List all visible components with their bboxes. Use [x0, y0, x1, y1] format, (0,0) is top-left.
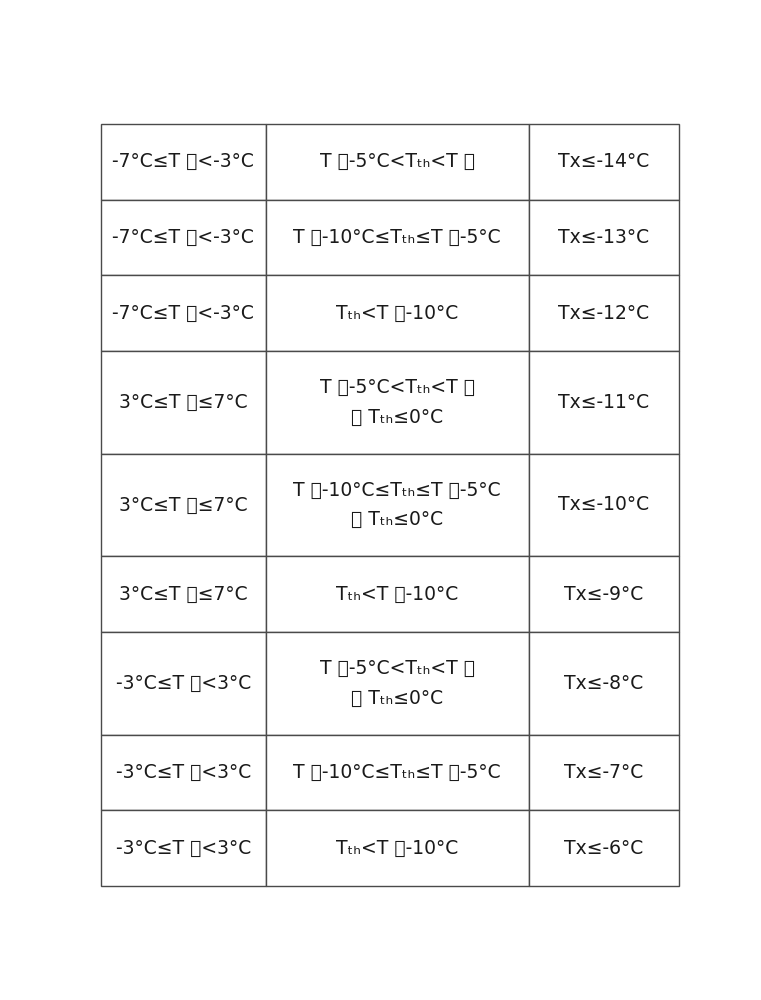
Bar: [266, 556, 529, 632]
Text: Tx≤-12°C: Tx≤-12°C: [559, 304, 649, 323]
Text: -7°C≤T 环<-3°C: -7°C≤T 环<-3°C: [113, 152, 254, 171]
Bar: [101, 556, 266, 632]
Text: T 环-5°C<Tₜₕ<T 环: T 环-5°C<Tₜₕ<T 环: [320, 152, 475, 171]
Bar: [529, 556, 679, 632]
Text: -3°C≤T 环<3°C: -3°C≤T 环<3°C: [116, 674, 251, 693]
Bar: [101, 351, 266, 454]
Text: T 环-10°C≤Tₜₕ≤T 环-5°C: T 环-10°C≤Tₜₕ≤T 环-5°C: [294, 228, 501, 247]
Text: T 环-5°C<Tₜₕ<T 环: T 环-5°C<Tₜₕ<T 环: [320, 378, 475, 397]
Bar: [266, 200, 529, 275]
Text: Tx≤-8°C: Tx≤-8°C: [564, 674, 644, 693]
Text: -3°C≤T 环<3°C: -3°C≤T 环<3°C: [116, 839, 251, 858]
Text: 且 Tₜₕ≤0°C: 且 Tₜₕ≤0°C: [351, 688, 444, 707]
Bar: [529, 124, 679, 200]
Text: 3°C≤T 环≤7°C: 3°C≤T 环≤7°C: [119, 393, 247, 412]
Text: Tx≤-7°C: Tx≤-7°C: [564, 763, 644, 782]
Text: 且 Tₜₕ≤0°C: 且 Tₜₕ≤0°C: [351, 407, 444, 426]
Bar: [101, 124, 266, 200]
Bar: [529, 351, 679, 454]
Text: Tₜₕ<T 环-10°C: Tₜₕ<T 环-10°C: [336, 304, 458, 323]
Bar: [266, 810, 529, 886]
Bar: [266, 124, 529, 200]
Bar: [529, 200, 679, 275]
Bar: [101, 632, 266, 735]
Bar: [101, 454, 266, 556]
Bar: [529, 810, 679, 886]
Text: 3°C≤T 环≤7°C: 3°C≤T 环≤7°C: [119, 495, 247, 514]
Text: T 环-10°C≤Tₜₕ≤T 环-5°C: T 环-10°C≤Tₜₕ≤T 环-5°C: [294, 481, 501, 500]
Text: T 环-10°C≤Tₜₕ≤T 环-5°C: T 环-10°C≤Tₜₕ≤T 环-5°C: [294, 763, 501, 782]
Text: Tₜₕ<T 环-10°C: Tₜₕ<T 环-10°C: [336, 585, 458, 604]
Text: -3°C≤T 环<3°C: -3°C≤T 环<3°C: [116, 763, 251, 782]
Text: -7°C≤T 环<-3°C: -7°C≤T 环<-3°C: [113, 304, 254, 323]
Text: Tx≤-10°C: Tx≤-10°C: [559, 495, 649, 514]
Bar: [101, 735, 266, 810]
Bar: [266, 735, 529, 810]
Text: Tx≤-13°C: Tx≤-13°C: [559, 228, 649, 247]
Text: Tₜₕ<T 环-10°C: Tₜₕ<T 环-10°C: [336, 839, 458, 858]
Bar: [266, 632, 529, 735]
Bar: [101, 810, 266, 886]
Text: T 环-5°C<Tₜₕ<T 环: T 环-5°C<Tₜₕ<T 环: [320, 659, 475, 678]
Bar: [101, 200, 266, 275]
Bar: [529, 735, 679, 810]
Text: Tx≤-14°C: Tx≤-14°C: [559, 152, 649, 171]
Text: 且 Tₜₕ≤0°C: 且 Tₜₕ≤0°C: [351, 510, 444, 529]
Text: 3°C≤T 环≤7°C: 3°C≤T 环≤7°C: [119, 585, 247, 604]
Text: Tx≤-9°C: Tx≤-9°C: [564, 585, 644, 604]
Text: Tx≤-11°C: Tx≤-11°C: [559, 393, 649, 412]
Bar: [529, 632, 679, 735]
Bar: [266, 275, 529, 351]
Bar: [266, 351, 529, 454]
Text: -7°C≤T 环<-3°C: -7°C≤T 环<-3°C: [113, 228, 254, 247]
Bar: [529, 275, 679, 351]
Bar: [101, 275, 266, 351]
Bar: [529, 454, 679, 556]
Text: Tx≤-6°C: Tx≤-6°C: [564, 839, 644, 858]
Bar: [266, 454, 529, 556]
